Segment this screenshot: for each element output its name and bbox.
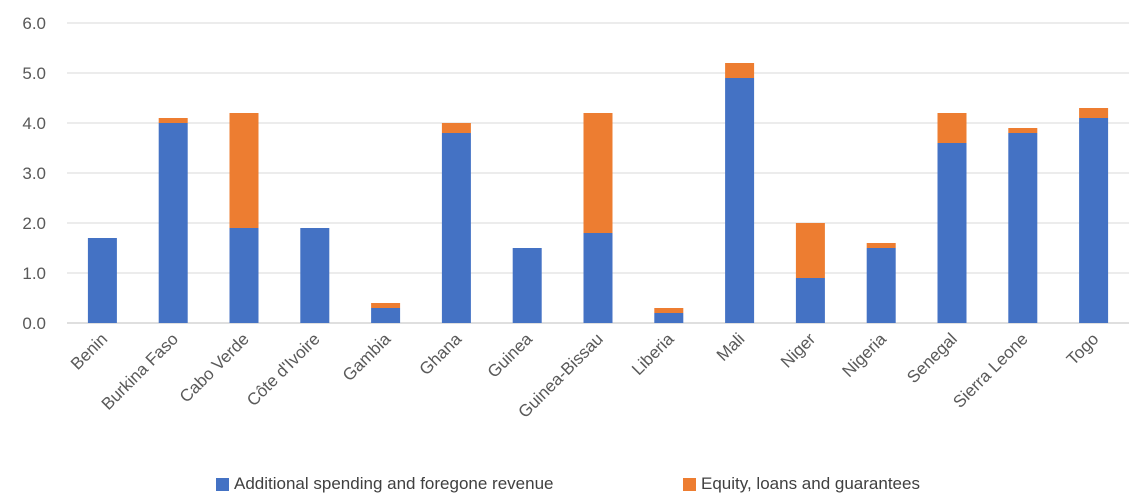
x-category-label: Côte d'Ivoire xyxy=(243,329,324,410)
bar-equity xyxy=(937,113,967,143)
y-axis-ticks: 0.0 1.0 2.0 3.0 4.0 5.0 6.0 xyxy=(22,14,46,333)
legend-label-spending: Additional spending and foregone revenue xyxy=(234,474,554,493)
bar-spending xyxy=(441,133,471,323)
bar-equity xyxy=(583,113,613,233)
x-category-label: Mali xyxy=(713,329,748,364)
bar-spending xyxy=(795,278,825,323)
bar-spending xyxy=(512,248,542,323)
bars xyxy=(87,63,1109,323)
bar-spending xyxy=(87,238,117,323)
x-category-label: Niger xyxy=(777,329,819,371)
legend-label-equity: Equity, loans and guarantees xyxy=(701,474,920,493)
x-category-label: Guinea xyxy=(484,329,537,382)
bar-spending xyxy=(725,78,755,323)
bar-spending xyxy=(654,313,684,323)
bar-equity xyxy=(654,308,684,313)
x-category-label: Gambia xyxy=(339,329,395,385)
bar-spending xyxy=(371,308,401,323)
y-tick-label: 1.0 xyxy=(22,264,46,283)
bar-spending xyxy=(229,228,259,323)
y-tick-label: 0.0 xyxy=(22,314,46,333)
bar-equity xyxy=(725,63,755,78)
bar-equity xyxy=(1079,108,1109,118)
bar-spending xyxy=(1079,118,1109,323)
y-tick-label: 6.0 xyxy=(22,14,46,33)
bar-equity xyxy=(795,223,825,278)
legend-swatch-spending xyxy=(216,477,229,491)
x-category-label: Liberia xyxy=(628,329,678,379)
y-tick-label: 2.0 xyxy=(22,214,46,233)
bar-equity xyxy=(158,118,188,123)
bar-equity xyxy=(371,303,401,308)
legend: Additional spending and foregone revenue… xyxy=(0,474,1129,496)
legend-item-equity: Equity, loans and guarantees xyxy=(683,474,920,494)
x-category-label: Benin xyxy=(67,329,111,373)
x-category-label: Togo xyxy=(1063,329,1103,369)
legend-swatch-equity xyxy=(683,477,696,491)
legend-item-spending: Additional spending and foregone revenue xyxy=(216,474,553,494)
bar-equity xyxy=(441,123,471,133)
bar-spending xyxy=(158,123,188,323)
bar-equity xyxy=(866,243,896,248)
bar-equity xyxy=(229,113,259,228)
x-category-label: Cabo Verde xyxy=(176,329,253,406)
x-category-label: Nigeria xyxy=(839,329,891,381)
bar-spending xyxy=(866,248,896,323)
bar-spending xyxy=(937,143,967,323)
y-tick-label: 5.0 xyxy=(22,64,46,83)
x-category-label: Sierra Leone xyxy=(949,329,1031,411)
y-tick-label: 4.0 xyxy=(22,114,46,133)
bar-spending xyxy=(300,228,330,323)
y-tick-label: 3.0 xyxy=(22,164,46,183)
bar-spending xyxy=(1008,133,1038,323)
bar-spending xyxy=(583,233,613,323)
bar-equity xyxy=(1008,128,1038,133)
x-category-label: Ghana xyxy=(416,329,466,379)
x-category-label: Senegal xyxy=(903,329,961,387)
